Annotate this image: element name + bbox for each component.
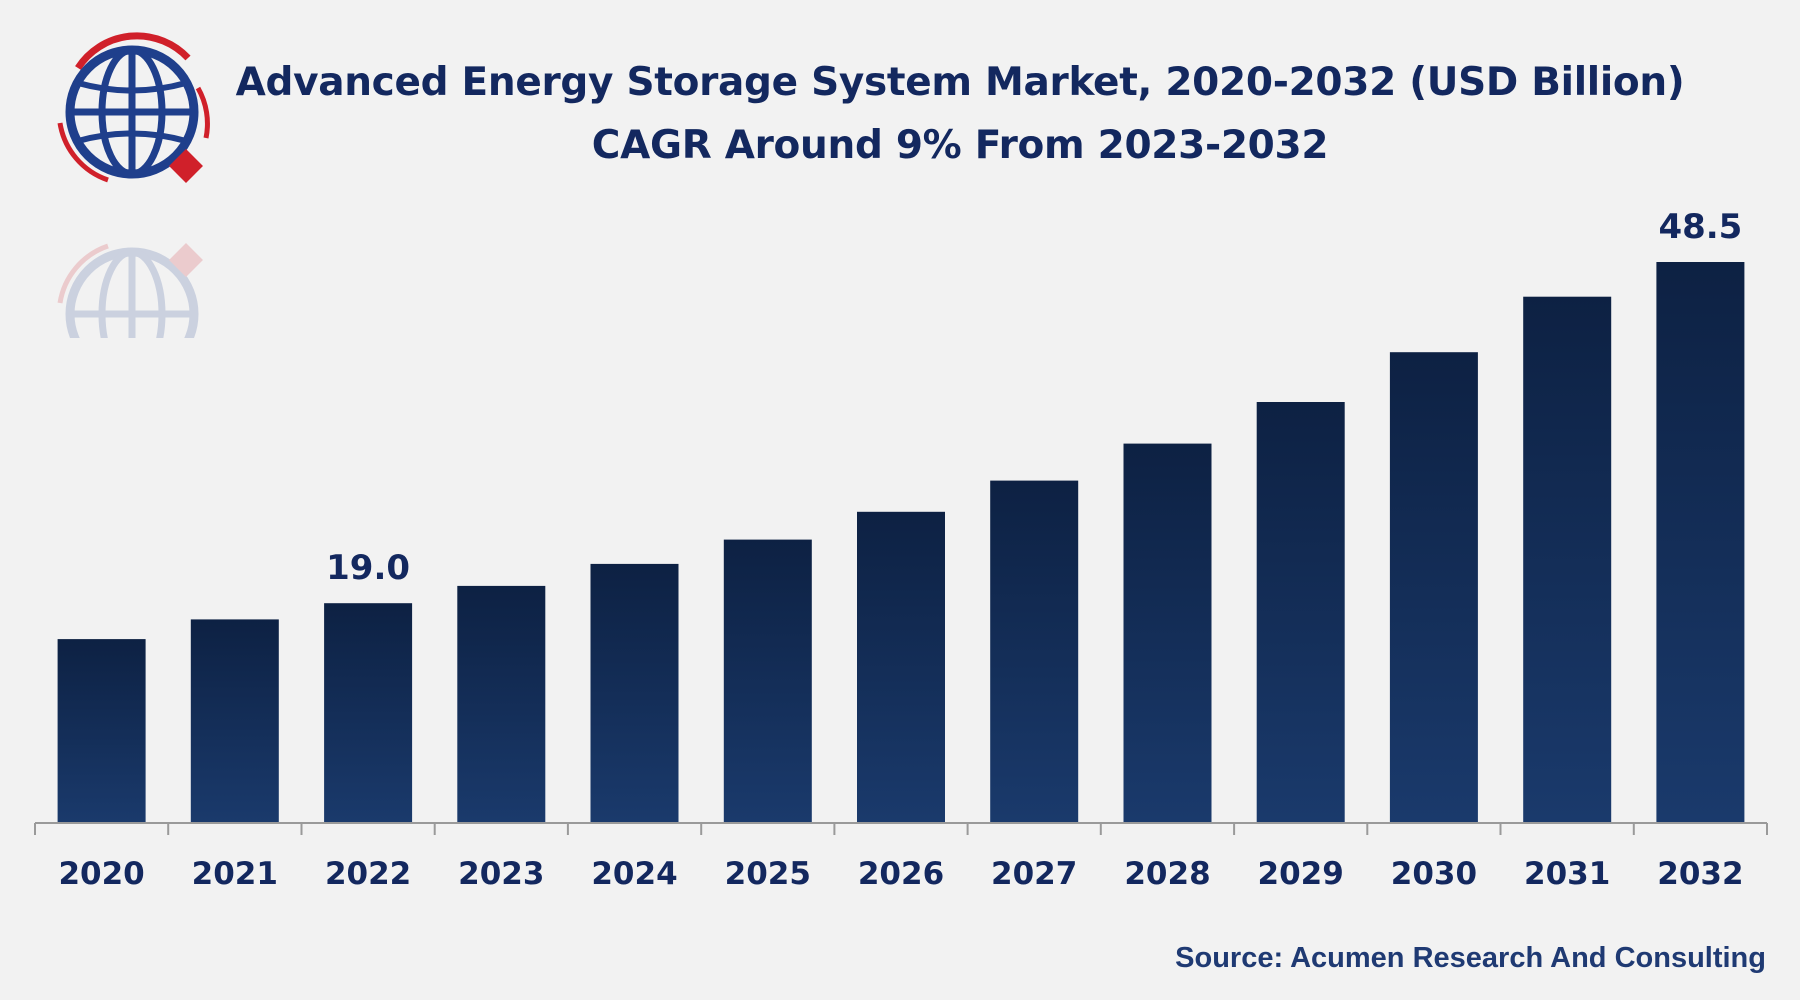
x-tick-label: 2021 (192, 856, 278, 892)
globe-logo-reflection-icon (57, 243, 203, 338)
chart-subtitle: CAGR Around 9% From 2023-2032 (591, 123, 1329, 168)
bar-2022 (324, 603, 413, 823)
bar-2023 (457, 585, 546, 823)
x-tick-label: 2026 (858, 856, 944, 892)
bar-2020 (57, 639, 146, 823)
bar-2025 (723, 539, 812, 823)
data-label-2032: 48.5 (1658, 207, 1742, 247)
bar-2030 (1389, 352, 1478, 823)
bars-group (57, 262, 1745, 823)
bar-2029 (1256, 402, 1345, 823)
x-tick-label: 2022 (325, 856, 411, 892)
bar-2028 (1123, 443, 1212, 823)
source-note: Source: Acumen Research And Consulting (1175, 942, 1766, 974)
x-tick-label: 2032 (1657, 856, 1743, 892)
chart-title: Advanced Energy Storage System Market, 2… (235, 60, 1685, 105)
data-label-2022: 19.0 (326, 548, 410, 588)
labels-group: 2020 2021 2022 19.0 2023 2024 2025 2026 2027 2028… (58, 207, 1743, 892)
bar-2021 (190, 619, 279, 823)
x-tick-label: 2023 (458, 856, 544, 892)
x-tick-label: 2031 (1524, 856, 1610, 892)
bar-2026 (857, 511, 945, 823)
bar-2027 (990, 480, 1079, 823)
globe-logo-icon (57, 32, 210, 183)
bar-2032 (1656, 262, 1745, 823)
x-tick-label: 2027 (991, 856, 1077, 892)
x-axis (34, 822, 1768, 835)
x-tick-label: 2028 (1124, 856, 1210, 892)
x-tick-label: 2024 (591, 856, 677, 892)
bar-2031 (1523, 296, 1612, 823)
x-tick-label: 2025 (725, 856, 811, 892)
x-tick-label: 2030 (1391, 856, 1477, 892)
x-tick-label: 2029 (1258, 856, 1344, 892)
x-tick-label: 2020 (58, 856, 144, 892)
bar-2024 (590, 563, 679, 823)
